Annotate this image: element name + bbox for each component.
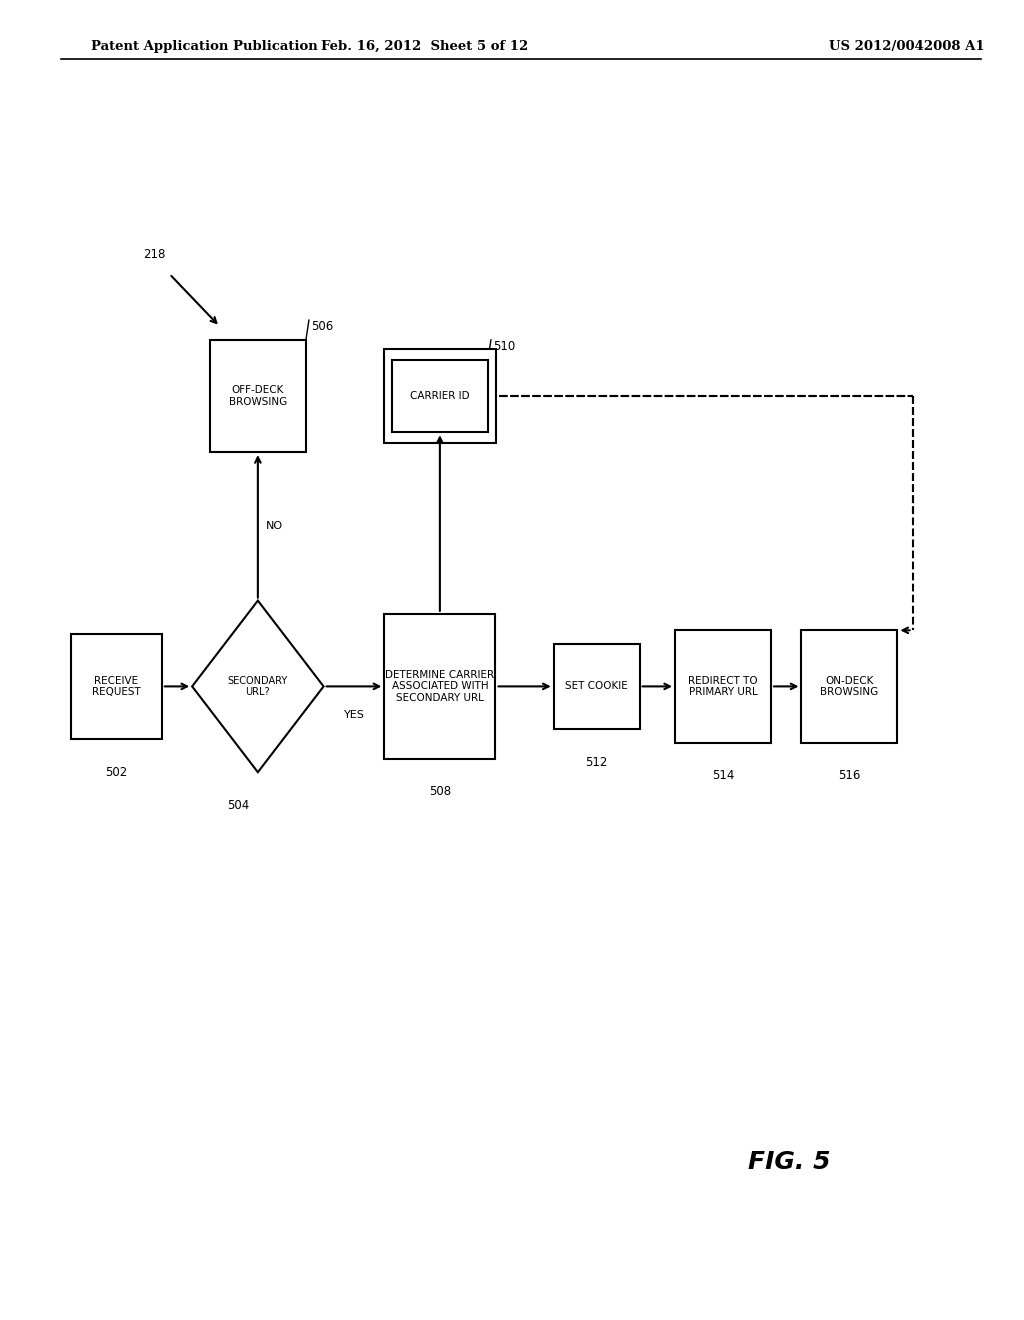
Text: REDIRECT TO
PRIMARY URL: REDIRECT TO PRIMARY URL [688, 676, 758, 697]
Text: NO: NO [266, 521, 283, 532]
Text: Feb. 16, 2012  Sheet 5 of 12: Feb. 16, 2012 Sheet 5 of 12 [322, 40, 528, 53]
FancyBboxPatch shape [554, 644, 640, 729]
Text: 516: 516 [839, 768, 860, 781]
Text: 508: 508 [429, 785, 451, 799]
FancyBboxPatch shape [392, 359, 487, 433]
Text: 506: 506 [311, 321, 333, 334]
Text: SECONDARY
URL?: SECONDARY URL? [227, 676, 288, 697]
Text: 510: 510 [493, 341, 515, 354]
FancyBboxPatch shape [71, 634, 162, 739]
Text: OFF-DECK
BROWSING: OFF-DECK BROWSING [228, 385, 287, 407]
FancyBboxPatch shape [384, 614, 496, 759]
FancyBboxPatch shape [675, 631, 771, 742]
FancyBboxPatch shape [802, 631, 897, 742]
Text: YES: YES [343, 710, 365, 721]
Polygon shape [193, 601, 324, 772]
Text: RECEIVE
REQUEST: RECEIVE REQUEST [92, 676, 140, 697]
Text: DETERMINE CARRIER
ASSOCIATED WITH
SECONDARY URL: DETERMINE CARRIER ASSOCIATED WITH SECOND… [385, 669, 495, 704]
Text: US 2012/0042008 A1: US 2012/0042008 A1 [829, 40, 985, 53]
FancyBboxPatch shape [210, 341, 306, 451]
Text: CARRIER ID: CARRIER ID [410, 391, 470, 401]
Text: 512: 512 [586, 755, 608, 768]
Text: ON-DECK
BROWSING: ON-DECK BROWSING [820, 676, 879, 697]
Text: Patent Application Publication: Patent Application Publication [91, 40, 317, 53]
FancyBboxPatch shape [384, 348, 496, 444]
Text: 502: 502 [105, 766, 127, 779]
Text: SET COOKIE: SET COOKIE [565, 681, 628, 692]
Text: 218: 218 [143, 248, 166, 260]
Text: 514: 514 [712, 768, 734, 781]
Text: FIG. 5: FIG. 5 [748, 1150, 830, 1173]
Text: 504: 504 [227, 799, 249, 812]
